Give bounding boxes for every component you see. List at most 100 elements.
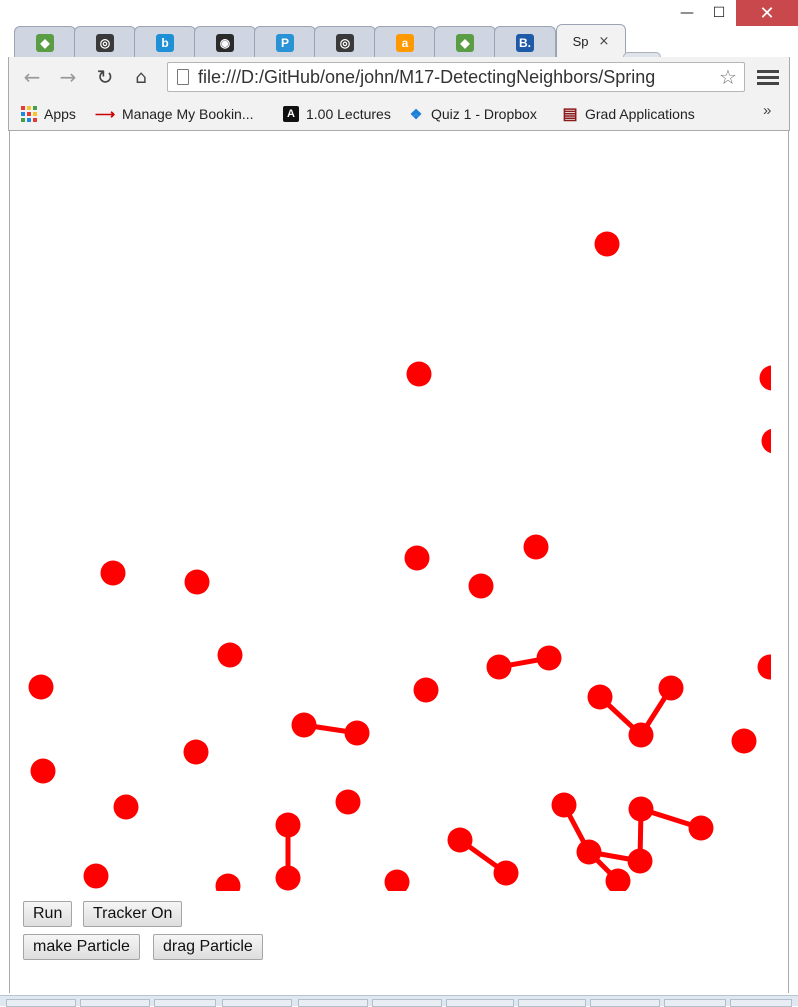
taskbar-item[interactable] bbox=[730, 999, 792, 1007]
particle-19[interactable] bbox=[344, 720, 370, 746]
particle-36[interactable] bbox=[275, 865, 301, 891]
tab-4[interactable]: ◉ bbox=[194, 26, 256, 58]
particle-24[interactable] bbox=[335, 789, 361, 815]
minimize-button[interactable]: — bbox=[680, 5, 694, 21]
particles-layer bbox=[28, 231, 772, 892]
particle-30[interactable] bbox=[493, 860, 519, 886]
particle-14[interactable] bbox=[587, 684, 613, 710]
bookmark-label: Grad Applications bbox=[585, 106, 695, 122]
particle-17[interactable] bbox=[757, 654, 772, 680]
taskbar-item[interactable] bbox=[446, 999, 514, 1007]
drag-particle-button[interactable]: drag Particle bbox=[153, 934, 263, 960]
particle-4[interactable] bbox=[100, 560, 126, 586]
particle-7[interactable] bbox=[523, 534, 549, 560]
tab-close-icon[interactable]: × bbox=[598, 34, 610, 49]
particle-3[interactable] bbox=[761, 428, 772, 454]
swirl-icon: ◉ bbox=[216, 33, 234, 52]
tab-7[interactable]: a bbox=[374, 26, 436, 58]
particle-23[interactable] bbox=[113, 794, 139, 820]
particle-18[interactable] bbox=[291, 712, 317, 738]
bookmark-label: Manage My Bookin... bbox=[122, 106, 254, 122]
taskbar-item[interactable] bbox=[298, 999, 368, 1007]
forward-arrow-icon[interactable]: → bbox=[59, 65, 77, 89]
maps-icon: ◆ bbox=[36, 33, 54, 52]
particle-5[interactable] bbox=[184, 569, 210, 595]
maximize-button[interactable]: ☐ bbox=[712, 5, 726, 21]
springs-layer bbox=[285, 655, 702, 883]
close-window-button[interactable]: ✕ bbox=[736, 0, 798, 26]
particle-6[interactable] bbox=[404, 545, 430, 571]
particle-11[interactable] bbox=[536, 645, 562, 671]
particle-15[interactable] bbox=[658, 675, 684, 701]
taskbar-item[interactable] bbox=[80, 999, 150, 1007]
particle-28[interactable] bbox=[688, 815, 714, 841]
reload-icon[interactable]: ↻ bbox=[96, 65, 114, 89]
dropbox-icon: ❖ bbox=[409, 105, 423, 122]
home-icon[interactable]: ⌂ bbox=[135, 66, 147, 88]
taskbar-item[interactable] bbox=[6, 999, 76, 1007]
particle-20[interactable] bbox=[183, 739, 209, 765]
particle-0[interactable] bbox=[594, 231, 620, 257]
active-tab-title: Sp bbox=[572, 34, 589, 49]
bookmark-label: Apps bbox=[44, 106, 76, 122]
particle-34[interactable] bbox=[83, 863, 109, 889]
taskbar-item[interactable] bbox=[154, 999, 216, 1007]
run-button[interactable]: Run bbox=[23, 901, 73, 927]
tab-3[interactable]: b bbox=[134, 26, 196, 58]
tab-6[interactable]: ◎ bbox=[314, 26, 376, 58]
tripadvisor-icon: ◎ bbox=[96, 33, 114, 52]
maps-icon: ◆ bbox=[456, 33, 474, 52]
bookmark-star-icon[interactable]: ☆ bbox=[714, 64, 742, 90]
particle-10[interactable] bbox=[486, 654, 512, 680]
more-bookmarks-icon[interactable]: » bbox=[763, 102, 772, 119]
p-icon: P bbox=[276, 33, 294, 52]
particle-37[interactable] bbox=[384, 869, 410, 892]
bookmark-apps[interactable]: Apps bbox=[21, 103, 76, 125]
bookmark-manage-booking[interactable]: ⟶ Manage My Bookin... bbox=[95, 103, 254, 125]
particle-22[interactable] bbox=[731, 728, 757, 754]
back-arrow-icon[interactable]: ← bbox=[23, 65, 41, 89]
tab-5[interactable]: P bbox=[254, 26, 316, 58]
particle-25[interactable] bbox=[275, 812, 301, 838]
particle-2[interactable] bbox=[759, 365, 772, 391]
taskbar-item[interactable] bbox=[372, 999, 442, 1007]
tracker-toggle-button[interactable]: Tracker On bbox=[83, 901, 183, 927]
lectures-icon: A bbox=[283, 106, 299, 122]
particle-33[interactable] bbox=[605, 868, 631, 892]
tab-2[interactable]: ◎ bbox=[74, 26, 136, 58]
bookmark-dropbox[interactable]: ❖ Quiz 1 - Dropbox bbox=[408, 103, 537, 125]
bookmark-lectures[interactable]: A 1.00 Lectures bbox=[283, 103, 391, 125]
menu-icon[interactable] bbox=[757, 66, 779, 88]
particle-35[interactable] bbox=[215, 873, 241, 892]
particle-8[interactable] bbox=[468, 573, 494, 599]
tab-8[interactable]: ◆ bbox=[434, 26, 496, 58]
airline-icon: ⟶ bbox=[94, 105, 116, 122]
tab-9[interactable]: B. bbox=[494, 26, 556, 58]
simulation-canvas[interactable] bbox=[21, 131, 771, 891]
taskbar-item[interactable] bbox=[518, 999, 586, 1007]
address-bar[interactable]: file:///D:/GitHub/one/john/M17-Detecting… bbox=[167, 62, 745, 92]
particle-13[interactable] bbox=[28, 674, 54, 700]
taskbar bbox=[0, 995, 798, 1007]
taskbar-item[interactable] bbox=[664, 999, 726, 1007]
booking-icon: B. bbox=[516, 33, 534, 52]
tab-1[interactable]: ◆ bbox=[14, 26, 76, 58]
apps-grid-icon bbox=[21, 106, 37, 122]
taskbar-item[interactable] bbox=[222, 999, 292, 1007]
particle-16[interactable] bbox=[628, 722, 654, 748]
particle-12[interactable] bbox=[413, 677, 439, 703]
particle-21[interactable] bbox=[30, 758, 56, 784]
particle-27[interactable] bbox=[628, 796, 654, 822]
particle-1[interactable] bbox=[406, 361, 432, 387]
particle-29[interactable] bbox=[447, 827, 473, 853]
address-url[interactable]: file:///D:/GitHub/one/john/M17-Detecting… bbox=[198, 67, 656, 87]
particle-26[interactable] bbox=[551, 792, 577, 818]
page-icon bbox=[177, 69, 189, 85]
bookmark-grad-applications[interactable]: ▤ Grad Applications bbox=[562, 103, 695, 125]
particle-32[interactable] bbox=[627, 848, 653, 874]
particle-31[interactable] bbox=[576, 839, 602, 865]
taskbar-item[interactable] bbox=[590, 999, 660, 1007]
make-particle-button[interactable]: make Particle bbox=[23, 934, 140, 960]
particle-9[interactable] bbox=[217, 642, 243, 668]
tab-active[interactable]: Sp × bbox=[556, 24, 626, 58]
